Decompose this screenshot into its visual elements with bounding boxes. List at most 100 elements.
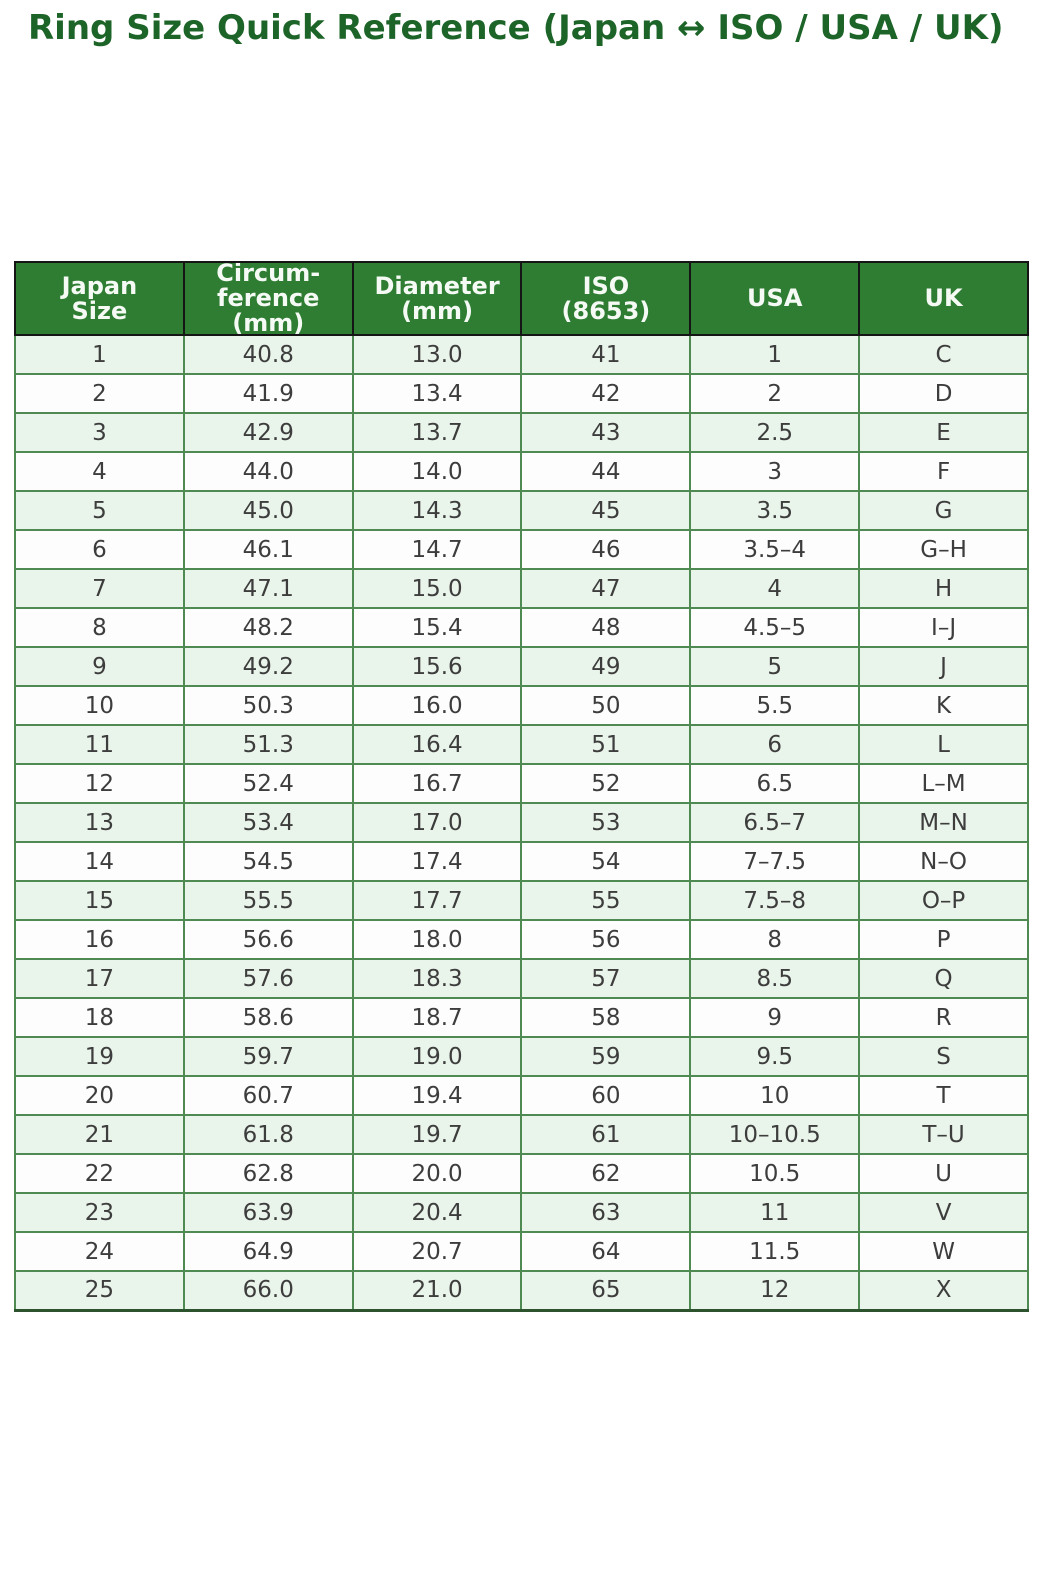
cell-circumference-mm: 41.9 <box>182 373 354 414</box>
cell-uk: L–M <box>858 763 1029 804</box>
cell-uk: Q <box>858 958 1029 999</box>
cell-usa: 7.5–8 <box>689 880 861 921</box>
cell-uk: K <box>858 685 1029 726</box>
cell-japan-size: 21 <box>14 1114 185 1155</box>
cell-usa: 6.5–7 <box>689 802 861 843</box>
cell-circumference-mm: 51.3 <box>182 724 354 765</box>
cell-circumference-mm: 62.8 <box>182 1153 354 1194</box>
cell-japan-size: 2 <box>14 373 185 414</box>
cell-usa: 12 <box>689 1270 861 1312</box>
cell-diameter-mm: 19.0 <box>351 1036 523 1077</box>
cell-diameter-mm: 17.7 <box>351 880 523 921</box>
cell-usa: 11.5 <box>689 1231 861 1272</box>
cell-diameter-mm: 19.4 <box>351 1075 523 1116</box>
cell-uk: J <box>858 646 1029 687</box>
cell-diameter-mm: 18.3 <box>351 958 523 999</box>
cell-uk: V <box>858 1192 1029 1233</box>
cell-circumference-mm: 50.3 <box>182 685 354 726</box>
cell-circumference-mm: 53.4 <box>182 802 354 843</box>
table-row: 18 58.6 18.7 58 9 R <box>14 997 1029 1038</box>
table-row: 9 49.2 15.6 49 5 J <box>14 646 1029 687</box>
cell-japan-size: 11 <box>14 724 185 765</box>
cell-uk: S <box>858 1036 1029 1077</box>
cell-japan-size: 20 <box>14 1075 185 1116</box>
col-header-japan-size: Japan Size <box>14 261 185 336</box>
cell-iso-8653: 62 <box>520 1153 692 1194</box>
cell-usa: 7–7.5 <box>689 841 861 882</box>
cell-uk: G–H <box>858 529 1029 570</box>
cell-diameter-mm: 16.0 <box>351 685 523 726</box>
cell-japan-size: 7 <box>14 568 185 609</box>
col-header-iso-8653: ISO (8653) <box>520 261 692 336</box>
cell-iso-8653: 50 <box>520 685 692 726</box>
cell-diameter-mm: 17.4 <box>351 841 523 882</box>
cell-uk: X <box>858 1270 1029 1312</box>
cell-diameter-mm: 13.4 <box>351 373 523 414</box>
cell-uk: T <box>858 1075 1029 1116</box>
cell-iso-8653: 53 <box>520 802 692 843</box>
cell-uk: E <box>858 412 1029 453</box>
cell-japan-size: 19 <box>14 1036 185 1077</box>
ring-size-conversion-table: Japan Size Circum- ference (mm) Diameter… <box>14 261 1029 1312</box>
cell-usa: 2 <box>689 373 861 414</box>
table-row: 19 59.7 19.0 59 9.5 S <box>14 1036 1029 1077</box>
cell-japan-size: 13 <box>14 802 185 843</box>
cell-japan-size: 3 <box>14 412 185 453</box>
cell-uk: I–J <box>858 607 1029 648</box>
cell-diameter-mm: 13.7 <box>351 412 523 453</box>
cell-circumference-mm: 66.0 <box>182 1270 354 1312</box>
cell-iso-8653: 51 <box>520 724 692 765</box>
cell-uk: F <box>858 451 1029 492</box>
table-row: 1 40.8 13.0 41 1 C <box>14 334 1029 375</box>
cell-japan-size: 8 <box>14 607 185 648</box>
cell-circumference-mm: 52.4 <box>182 763 354 804</box>
cell-iso-8653: 44 <box>520 451 692 492</box>
cell-japan-size: 23 <box>14 1192 185 1233</box>
cell-uk: M–N <box>858 802 1029 843</box>
cell-usa: 5.5 <box>689 685 861 726</box>
cell-circumference-mm: 58.6 <box>182 997 354 1038</box>
cell-iso-8653: 45 <box>520 490 692 531</box>
cell-japan-size: 4 <box>14 451 185 492</box>
cell-uk: U <box>858 1153 1029 1194</box>
table-header: Japan Size Circum- ference (mm) Diameter… <box>14 261 1029 336</box>
cell-japan-size: 22 <box>14 1153 185 1194</box>
cell-japan-size: 5 <box>14 490 185 531</box>
cell-iso-8653: 55 <box>520 880 692 921</box>
cell-iso-8653: 65 <box>520 1270 692 1312</box>
table-row: 16 56.6 18.0 56 8 P <box>14 919 1029 960</box>
cell-uk: C <box>858 334 1029 375</box>
table-row: 3 42.9 13.7 43 2.5 E <box>14 412 1029 453</box>
cell-circumference-mm: 42.9 <box>182 412 354 453</box>
cell-diameter-mm: 18.7 <box>351 997 523 1038</box>
cell-diameter-mm: 13.0 <box>351 334 523 375</box>
table-row: 7 47.1 15.0 47 4 H <box>14 568 1029 609</box>
cell-iso-8653: 47 <box>520 568 692 609</box>
cell-iso-8653: 43 <box>520 412 692 453</box>
cell-iso-8653: 42 <box>520 373 692 414</box>
cell-uk: R <box>858 997 1029 1038</box>
table-row: 14 54.5 17.4 54 7–7.5 N–O <box>14 841 1029 882</box>
cell-circumference-mm: 60.7 <box>182 1075 354 1116</box>
cell-iso-8653: 48 <box>520 607 692 648</box>
cell-usa: 1 <box>689 334 861 375</box>
cell-circumference-mm: 59.7 <box>182 1036 354 1077</box>
cell-iso-8653: 60 <box>520 1075 692 1116</box>
cell-usa: 3.5 <box>689 490 861 531</box>
page-title: Ring Size Quick Reference (Japan ↔ ISO /… <box>28 8 1004 48</box>
cell-usa: 9.5 <box>689 1036 861 1077</box>
cell-japan-size: 16 <box>14 919 185 960</box>
cell-diameter-mm: 20.0 <box>351 1153 523 1194</box>
cell-usa: 6.5 <box>689 763 861 804</box>
cell-uk: W <box>858 1231 1029 1272</box>
cell-iso-8653: 54 <box>520 841 692 882</box>
table-row: 6 46.1 14.7 46 3.5–4 G–H <box>14 529 1029 570</box>
cell-japan-size: 12 <box>14 763 185 804</box>
table-row: 2 41.9 13.4 42 2 D <box>14 373 1029 414</box>
cell-usa: 9 <box>689 997 861 1038</box>
cell-diameter-mm: 15.4 <box>351 607 523 648</box>
cell-iso-8653: 58 <box>520 997 692 1038</box>
cell-diameter-mm: 18.0 <box>351 919 523 960</box>
table-row: 20 60.7 19.4 60 10 T <box>14 1075 1029 1116</box>
cell-iso-8653: 52 <box>520 763 692 804</box>
